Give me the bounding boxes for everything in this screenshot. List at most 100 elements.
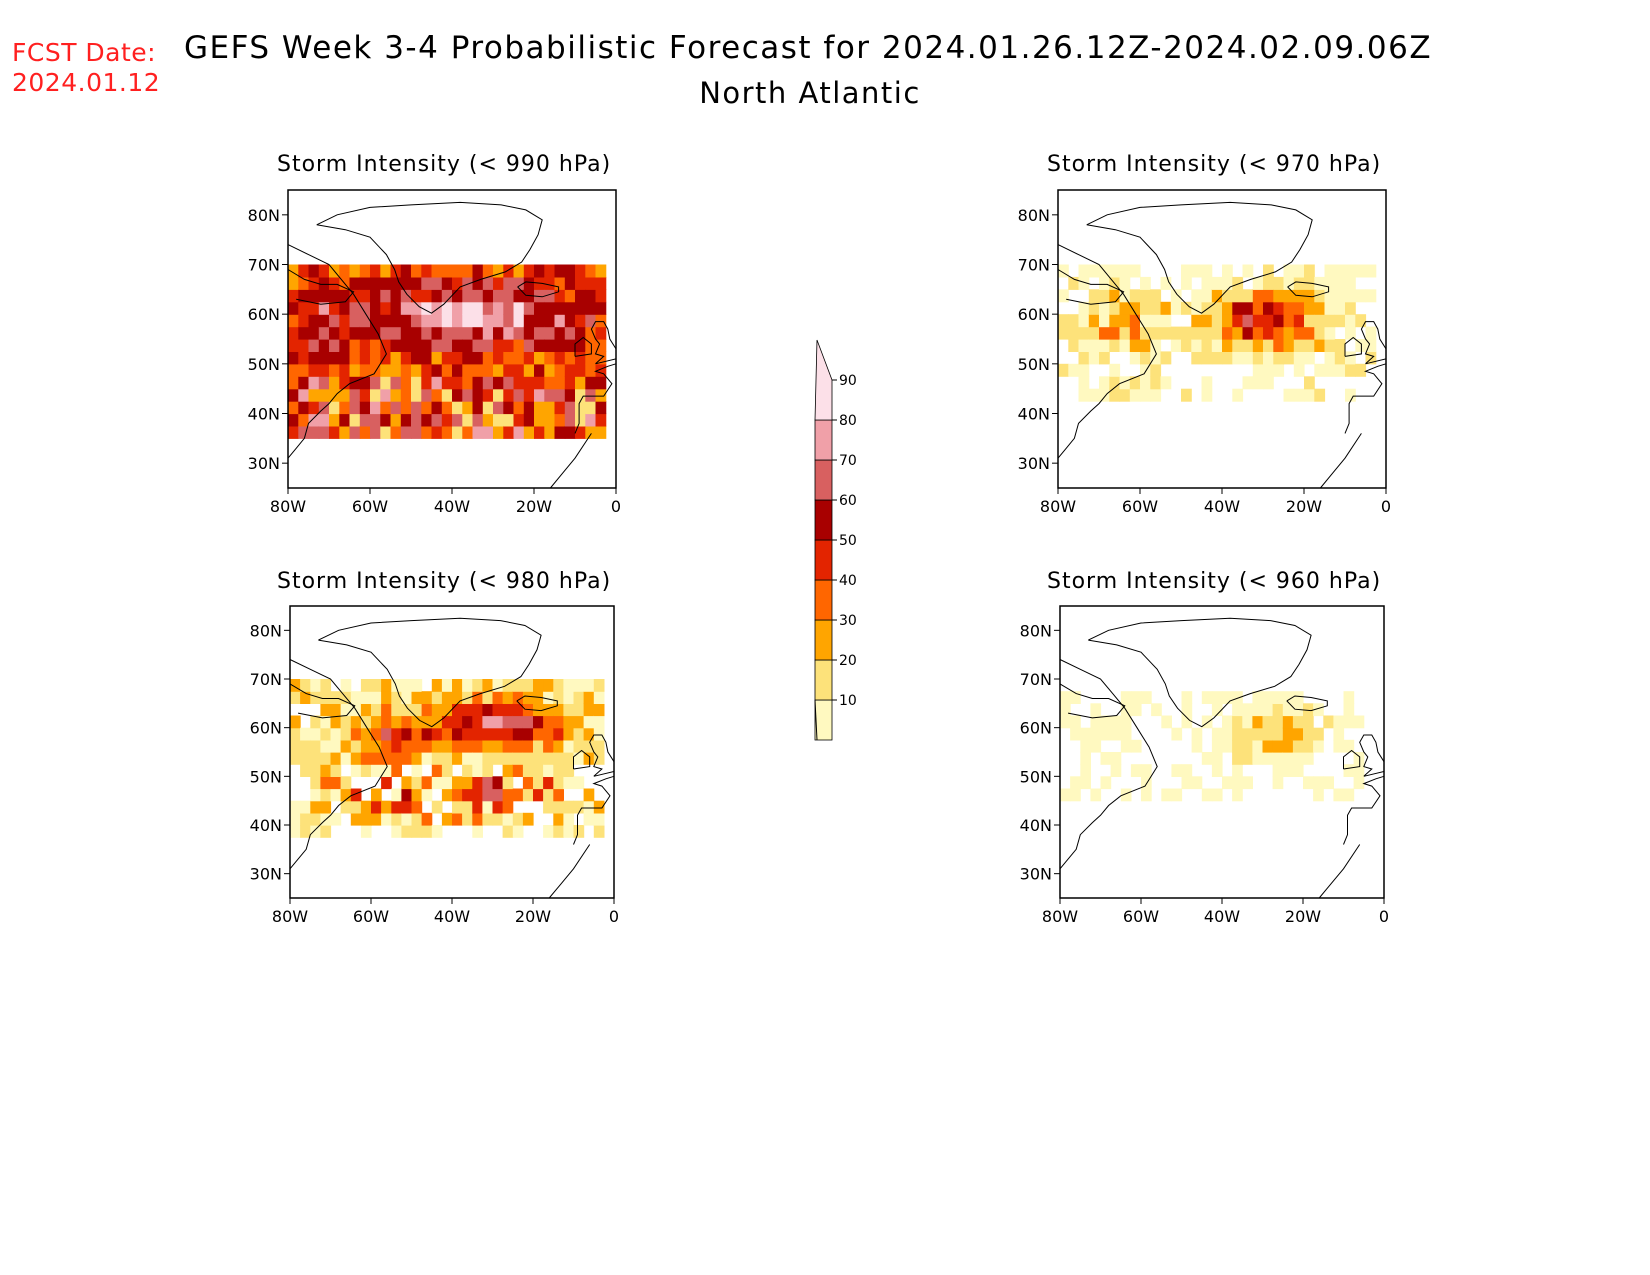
probability-cell <box>1304 314 1315 328</box>
probability-cell <box>1353 776 1365 790</box>
probability-cell <box>1333 715 1345 729</box>
colorbar-swatch <box>814 659 833 701</box>
probability-cell <box>1211 326 1223 340</box>
probability-cell <box>482 363 494 377</box>
probability-cell <box>411 401 422 415</box>
probability-cell <box>421 388 433 402</box>
probability-cell <box>298 301 310 315</box>
probability-cell <box>543 825 554 838</box>
probability-cell <box>318 363 330 377</box>
probability-cell <box>371 764 382 777</box>
probability-cell <box>391 739 402 753</box>
probability-cell <box>1283 339 1295 352</box>
probability-cell <box>503 425 515 439</box>
probability-cell <box>1313 739 1324 753</box>
probability-cell <box>543 752 554 765</box>
probability-cell <box>1191 289 1203 303</box>
colorbar-swatch <box>814 499 833 541</box>
probability-cell <box>1273 326 1285 340</box>
probability-cell <box>1211 276 1223 290</box>
probability-cell <box>339 388 351 402</box>
probability-cell <box>1252 703 1264 717</box>
colorbar-swatch <box>814 339 833 421</box>
probability-cell <box>1232 715 1243 729</box>
probability-cell <box>300 812 311 826</box>
probability-cell <box>1058 326 1069 340</box>
probability-cell <box>553 776 564 790</box>
probability-cell <box>575 314 586 328</box>
probability-cell <box>472 764 483 777</box>
probability-cell <box>573 727 585 741</box>
probability-cell <box>1303 727 1314 741</box>
probability-cell <box>431 764 443 777</box>
probability-cell <box>1282 703 1294 717</box>
probability-cell <box>585 339 597 352</box>
probability-cell <box>482 703 494 717</box>
probability-cell <box>1314 289 1326 303</box>
probability-cell <box>462 376 474 390</box>
probability-cell <box>595 401 607 415</box>
probability-cell <box>340 727 352 741</box>
probability-cell <box>544 363 556 377</box>
probability-cell <box>1345 326 1356 340</box>
probability-cell <box>441 388 453 402</box>
probability-cell <box>381 739 392 753</box>
forecast-date: FCST Date: 2024.01.12 <box>12 38 160 98</box>
probability-cell <box>359 363 371 377</box>
probability-cell <box>1283 388 1295 402</box>
probability-cell <box>1314 326 1326 340</box>
probability-cell <box>391 691 402 704</box>
probability-cell <box>583 800 595 814</box>
probability-cell <box>290 691 301 704</box>
probability-cell <box>1201 376 1213 390</box>
probability-cell <box>359 314 371 328</box>
probability-cell <box>492 703 504 717</box>
probability-cell <box>288 301 299 315</box>
probability-cell <box>1058 289 1069 303</box>
probability-cell <box>1109 326 1121 340</box>
probability-cell <box>1119 276 1131 290</box>
probability-cell <box>359 339 371 352</box>
probability-cell <box>339 339 351 352</box>
probability-cell <box>493 363 504 377</box>
probability-cell <box>1365 351 1377 365</box>
probability-cell <box>1263 301 1274 315</box>
probability-cell <box>330 691 342 704</box>
probability-cell <box>390 376 402 390</box>
probability-cell <box>290 752 301 765</box>
probability-cell <box>1283 326 1295 340</box>
probability-cell <box>1201 301 1213 315</box>
probability-cell <box>1232 776 1243 790</box>
probability-cell <box>1181 764 1193 777</box>
probability-cell <box>1070 691 1081 704</box>
probability-cell <box>1365 326 1377 340</box>
probability-cell <box>544 301 556 315</box>
probability-cell <box>492 715 504 729</box>
probability-cell <box>381 679 392 692</box>
probability-cell <box>441 691 453 704</box>
probability-cell <box>431 679 443 692</box>
probability-cell <box>462 812 473 826</box>
probability-cell <box>502 715 514 729</box>
probability-cell <box>522 812 534 826</box>
probability-cell <box>371 788 382 802</box>
probability-cell <box>512 727 524 741</box>
probability-cell <box>492 800 504 814</box>
probability-cell <box>320 703 332 717</box>
probability-cell <box>472 691 483 704</box>
probability-cell <box>1242 264 1254 278</box>
probability-cell <box>1292 691 1304 704</box>
probability-cell <box>563 691 575 704</box>
probability-cell <box>1150 363 1162 377</box>
probability-cell <box>1170 326 1182 340</box>
probability-cell <box>575 401 586 415</box>
probability-cell <box>1201 339 1213 352</box>
probability-cell <box>1078 351 1090 365</box>
probability-cell <box>452 363 463 377</box>
probability-cell <box>1262 752 1274 765</box>
probability-cell <box>308 276 320 290</box>
probability-cell <box>411 776 423 790</box>
probability-cell <box>1088 314 1100 328</box>
probability-cell <box>1293 388 1305 402</box>
